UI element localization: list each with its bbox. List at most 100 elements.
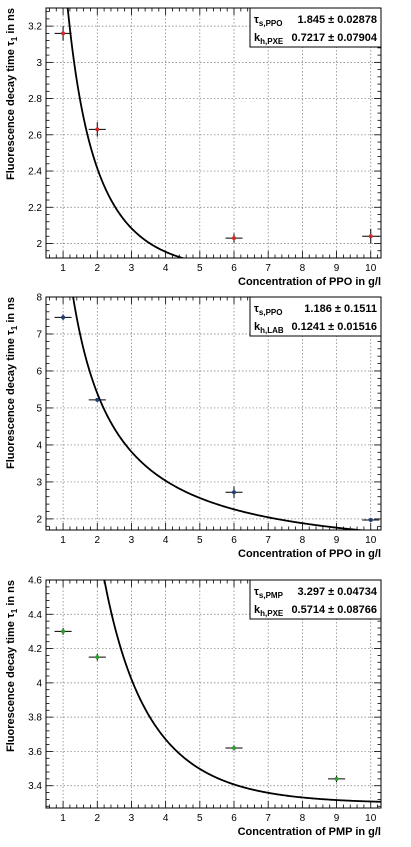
data-point [54, 628, 72, 635]
x-tick-label: 2 [94, 535, 100, 546]
data-point [362, 518, 380, 523]
y-tick-label: 4.2 [28, 644, 42, 655]
fit-curve [103, 580, 381, 803]
y-axis-title-unit: in ns [5, 580, 17, 609]
stat-symbol: k [254, 604, 261, 616]
data-marker [368, 518, 373, 523]
fit-curve [72, 297, 368, 530]
x-tick-label: 4 [163, 263, 169, 274]
x-tick-label: 5 [197, 813, 203, 824]
data-marker [95, 127, 100, 132]
stat-value: 1.845 ± 0.02878 [298, 14, 377, 26]
x-tick-label: 10 [365, 813, 377, 824]
y-tick-label: 3.4 [28, 781, 42, 792]
x-tick-label: 10 [365, 535, 377, 546]
data-point [225, 745, 243, 751]
x-tick-label: 8 [300, 535, 306, 546]
data-point [328, 775, 346, 783]
x-tick-label: 9 [334, 263, 340, 274]
x-tick-label: 5 [197, 535, 203, 546]
data-point [54, 26, 72, 41]
stat-label: kh,LAB [254, 321, 284, 335]
data-marker [61, 629, 66, 634]
data-marker [232, 236, 237, 241]
x-tick-label: 7 [265, 263, 271, 274]
x-tick-label: 5 [197, 263, 203, 274]
y-axis-title-main: Fluorescence decay time τ [5, 613, 17, 752]
y-tick-label: 6 [36, 366, 42, 377]
y-axis-title-subscript: 1 [10, 325, 19, 330]
stats-box-frame [249, 7, 382, 48]
data-marker [95, 397, 100, 402]
x-tick-label: 2 [94, 813, 100, 824]
fit-curve-group [66, 8, 186, 258]
stat-subscript: s,PPO [259, 308, 283, 317]
stat-value: 1.186 ± 0.1511 [304, 303, 377, 315]
y-tick-label: 2 [36, 239, 42, 250]
data-point [88, 397, 106, 402]
data-marker [61, 315, 66, 320]
stat-value: 0.5714 ± 0.08766 [291, 604, 377, 616]
x-tick-label: 4 [163, 535, 169, 546]
y-tick-label: 2 [36, 514, 42, 525]
stat-label: τs,PPO [254, 14, 283, 28]
y-axis-title-main: Fluorescence decay time τ [5, 330, 17, 469]
data-point [362, 229, 380, 244]
x-tick-label: 1 [60, 535, 66, 546]
x-tick-label: 2 [94, 263, 100, 274]
x-axis-title: Concentration of PMP in g/l [238, 826, 381, 838]
y-tick-label: 3 [36, 58, 42, 69]
stats-box: τs,PPO 1.845 ± 0.02878 kh,PXE 0.7217 ± 0.07… [249, 7, 382, 48]
data-point [225, 486, 243, 499]
x-tick-label: 4 [163, 813, 169, 824]
y-axis-title-main: Fluorescence decay time τ [5, 41, 17, 180]
chart-panel-1: 1 2 3 4 5 6 7 8 9 10 2 2.2 2.4 2.6 2.8 3 3.2 Concentratio… [5, 7, 382, 288]
y-tick-label: 4.6 [28, 576, 42, 587]
data-marker [334, 776, 339, 781]
stat-label: kh,PXE [254, 604, 284, 618]
x-tick-label: 6 [231, 813, 237, 824]
x-tick-label: 3 [129, 535, 135, 546]
x-tick-label: 1 [60, 263, 66, 274]
y-tick-label: 7 [36, 329, 42, 340]
y-tick-label: 3.2 [28, 22, 42, 33]
stat-subscript: h,LAB [260, 326, 284, 335]
y-axis-title-unit: in ns [5, 8, 17, 37]
fit-curve [66, 8, 186, 258]
stat-label: τs,PPO [254, 303, 283, 317]
stat-symbol: τ [254, 14, 259, 26]
stats-box: τs,PPO 1.186 ± 0.1511 kh,LAB 0.1241 ± 0.015… [249, 296, 382, 337]
stat-subscript: s,PMP [259, 591, 284, 600]
stats-box-frame [249, 579, 382, 620]
y-tick-label: 5 [36, 403, 42, 414]
data-marker [61, 31, 66, 36]
x-tick-label: 1 [60, 813, 66, 824]
x-tick-label: 9 [334, 535, 340, 546]
x-tick-label: 7 [265, 813, 271, 824]
y-tick-label: 2.6 [28, 130, 42, 141]
stat-label: τs,PMP [254, 586, 284, 600]
y-tick-label: 3 [36, 477, 42, 488]
data-point [88, 653, 106, 661]
y-axis-title-subscript: 1 [10, 608, 19, 613]
x-axis-title: Concentration of PPO in g/l [238, 548, 381, 560]
y-tick-label: 3.6 [28, 747, 42, 758]
y-tick-label: 2.2 [28, 203, 42, 214]
x-tick-label: 3 [129, 813, 135, 824]
stat-subscript: h,PXE [260, 37, 284, 46]
x-tick-label: 8 [300, 813, 306, 824]
data-point [54, 314, 72, 321]
stat-label: kh,PXE [254, 32, 284, 46]
x-tick-label: 6 [231, 535, 237, 546]
x-tick-label: 8 [300, 263, 306, 274]
fit-curve-group [72, 297, 368, 530]
y-tick-label: 4.4 [28, 610, 42, 621]
stat-subscript: h,PXE [260, 609, 284, 618]
stat-subscript: s,PPO [259, 19, 283, 28]
stat-symbol: τ [254, 586, 259, 598]
data-marker [368, 234, 373, 239]
x-axis-title: Concentration of PPO in g/l [238, 276, 381, 288]
y-tick-label: 4 [36, 678, 42, 689]
y-axis-title: Fluorescence decay time τ1 in ns [5, 297, 19, 469]
